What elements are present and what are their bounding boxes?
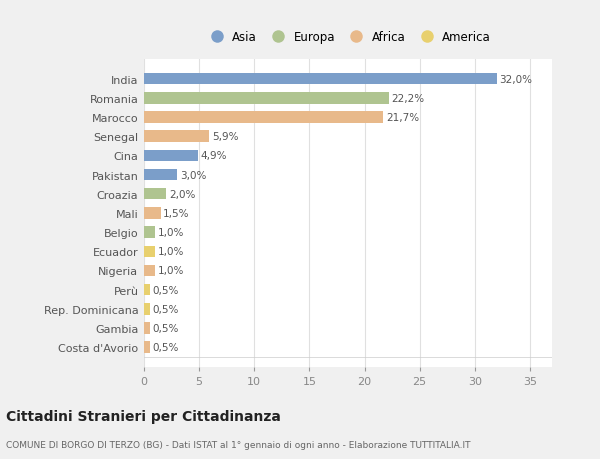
Bar (144, 342, 149, 353)
Bar (144, 112, 383, 123)
Text: 3,0%: 3,0% (180, 170, 206, 180)
Bar (144, 246, 155, 257)
Text: 32,0%: 32,0% (500, 74, 533, 84)
Text: 0,5%: 0,5% (152, 323, 179, 333)
Bar (144, 303, 149, 315)
Text: 5,9%: 5,9% (212, 132, 238, 142)
Text: 0,5%: 0,5% (152, 304, 179, 314)
Legend: Asia, Europa, Africa, America: Asia, Europa, Africa, America (203, 28, 493, 46)
Bar (144, 131, 209, 143)
Bar (144, 265, 155, 277)
Bar (144, 150, 198, 162)
Text: Cittadini Stranieri per Cittadinanza: Cittadini Stranieri per Cittadinanza (6, 409, 281, 423)
Text: 4,9%: 4,9% (201, 151, 227, 161)
Text: 2,0%: 2,0% (169, 189, 195, 199)
Text: 22,2%: 22,2% (392, 94, 425, 104)
Bar (144, 323, 149, 334)
Bar (144, 73, 497, 85)
Text: 1,0%: 1,0% (158, 266, 184, 276)
Bar (144, 189, 166, 200)
Text: 21,7%: 21,7% (386, 113, 419, 123)
Bar (144, 227, 155, 238)
Bar (144, 93, 389, 104)
Text: 0,5%: 0,5% (152, 342, 179, 353)
Text: 1,5%: 1,5% (163, 208, 190, 218)
Text: 1,0%: 1,0% (158, 228, 184, 238)
Bar (144, 207, 161, 219)
Bar (144, 169, 177, 181)
Bar (144, 284, 149, 296)
Text: COMUNE DI BORGO DI TERZO (BG) - Dati ISTAT al 1° gennaio di ogni anno - Elaboraz: COMUNE DI BORGO DI TERZO (BG) - Dati IST… (6, 441, 470, 449)
Text: 1,0%: 1,0% (158, 247, 184, 257)
Text: 0,5%: 0,5% (152, 285, 179, 295)
